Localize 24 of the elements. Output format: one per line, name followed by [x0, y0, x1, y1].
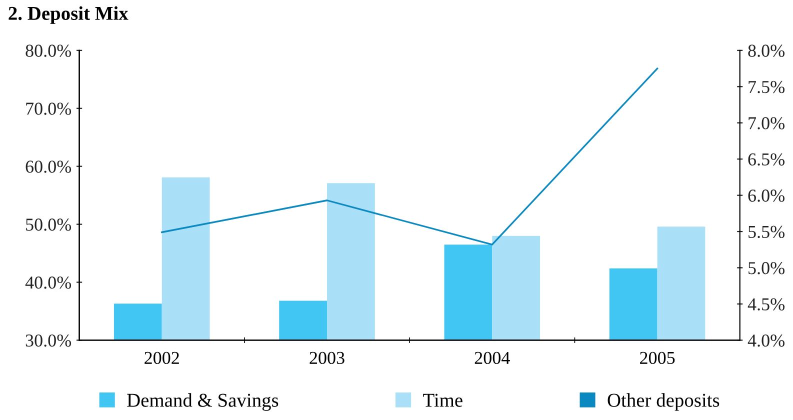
legend-label: Demand & Savings — [127, 393, 278, 411]
y2-tick-label: 4.5% — [748, 298, 784, 310]
y-tick-label: 60.0% — [26, 160, 72, 173]
x-tick-label: 2004 — [474, 352, 510, 364]
y-tick-label: 50.0% — [26, 218, 72, 231]
y-tick-label: 80.0% — [26, 44, 72, 57]
y2-tick-label: 8.0% — [748, 44, 784, 57]
y2-tick-label: 6.0% — [748, 190, 784, 202]
y-tick-label: 70.0% — [26, 102, 72, 115]
y2-tick-label: 5.5% — [748, 226, 784, 238]
line-series — [161, 68, 658, 246]
x-tick-label: 2002 — [144, 352, 179, 364]
chart-title: 2. Deposit Mix — [8, 6, 128, 24]
y2-tick-label: 7.0% — [748, 117, 784, 130]
legend-label: Other deposits — [608, 393, 720, 411]
y2-tick-label: 4.0% — [748, 334, 784, 347]
y2-tick-label: 5.0% — [748, 262, 784, 274]
x-tick-label: 2005 — [640, 352, 675, 364]
y2-tick-label: 6.5% — [748, 153, 784, 166]
y-tick-label: 30.0% — [26, 334, 72, 347]
y-tick-label: 40.0% — [25, 276, 72, 289]
x-tick-label: 2003 — [310, 352, 344, 364]
legend-label: Time — [423, 394, 462, 407]
y2-tick-label: 7.5% — [748, 80, 784, 94]
